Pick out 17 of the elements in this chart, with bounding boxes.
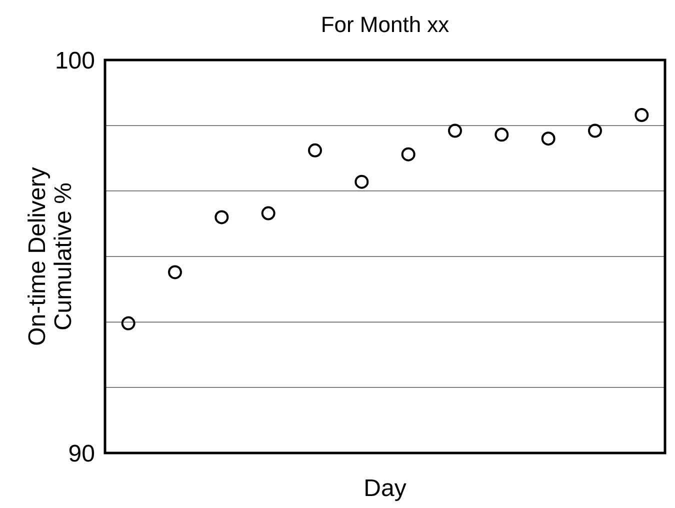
y-tick-label: 90 — [68, 440, 95, 468]
point — [261, 206, 276, 220]
x-axis-title: Day — [364, 475, 406, 502]
point — [494, 128, 509, 142]
point — [634, 108, 649, 122]
point — [541, 132, 556, 146]
point — [168, 265, 182, 280]
point — [448, 124, 462, 138]
point — [214, 210, 229, 224]
chart-title: For Month xx — [320, 12, 450, 37]
point — [401, 147, 416, 162]
y-axis-title: On-time Delivery Cumulative % — [24, 167, 77, 346]
point — [588, 124, 602, 138]
point — [354, 174, 369, 189]
point — [308, 143, 322, 158]
point — [121, 316, 136, 330]
y-tick-label: 100 — [54, 47, 95, 74]
